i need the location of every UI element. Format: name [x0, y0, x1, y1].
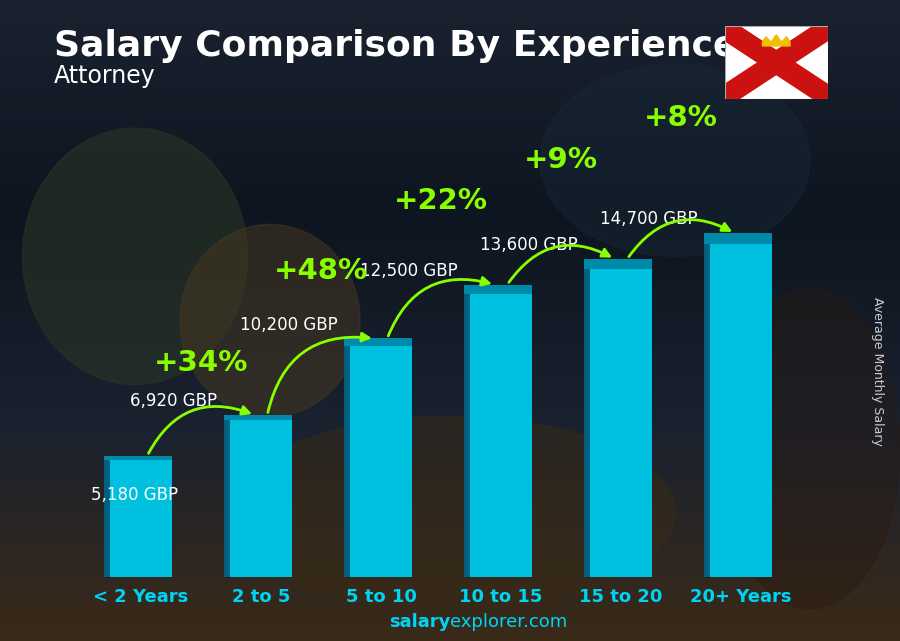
Text: 14,700 GBP: 14,700 GBP: [600, 210, 698, 228]
Bar: [230, 415, 292, 577]
Bar: [583, 259, 652, 269]
Text: Attorney: Attorney: [54, 64, 156, 88]
Text: +9%: +9%: [524, 146, 598, 174]
FancyArrowPatch shape: [388, 278, 489, 336]
Bar: [110, 456, 172, 577]
Ellipse shape: [720, 288, 900, 609]
Text: 12,500 GBP: 12,500 GBP: [360, 262, 457, 280]
Text: salary: salary: [389, 613, 450, 631]
FancyArrowPatch shape: [629, 220, 730, 256]
Bar: [104, 460, 110, 577]
Bar: [344, 338, 412, 346]
Ellipse shape: [22, 128, 248, 385]
Bar: [223, 420, 230, 577]
FancyArrowPatch shape: [148, 406, 249, 453]
FancyArrowPatch shape: [268, 333, 369, 412]
Ellipse shape: [225, 417, 675, 609]
Text: explorer.com: explorer.com: [450, 613, 567, 631]
Bar: [223, 415, 292, 420]
Polygon shape: [724, 26, 828, 99]
Text: +22%: +22%: [394, 187, 488, 215]
Bar: [350, 338, 412, 577]
Polygon shape: [762, 35, 790, 46]
Bar: [104, 456, 172, 460]
Text: +48%: +48%: [274, 257, 368, 285]
Bar: [464, 285, 532, 294]
Text: Average Monthly Salary: Average Monthly Salary: [871, 297, 884, 446]
Bar: [590, 259, 652, 577]
Ellipse shape: [180, 224, 360, 417]
Bar: [470, 285, 532, 577]
Text: 13,600 GBP: 13,600 GBP: [480, 236, 578, 254]
Text: 5,180 GBP: 5,180 GBP: [92, 487, 178, 504]
Polygon shape: [724, 26, 828, 99]
Bar: [464, 294, 470, 577]
Text: 10,200 GBP: 10,200 GBP: [239, 315, 338, 334]
Text: Salary Comparison By Experience: Salary Comparison By Experience: [54, 29, 737, 63]
Text: 6,920 GBP: 6,920 GBP: [130, 392, 218, 410]
Bar: [583, 269, 590, 577]
Text: +34%: +34%: [154, 349, 248, 378]
Ellipse shape: [540, 64, 810, 256]
Text: +8%: +8%: [644, 104, 718, 132]
Bar: [344, 346, 350, 577]
FancyArrowPatch shape: [508, 246, 609, 283]
Bar: [710, 233, 772, 577]
Bar: [704, 244, 710, 577]
Bar: [704, 233, 772, 244]
